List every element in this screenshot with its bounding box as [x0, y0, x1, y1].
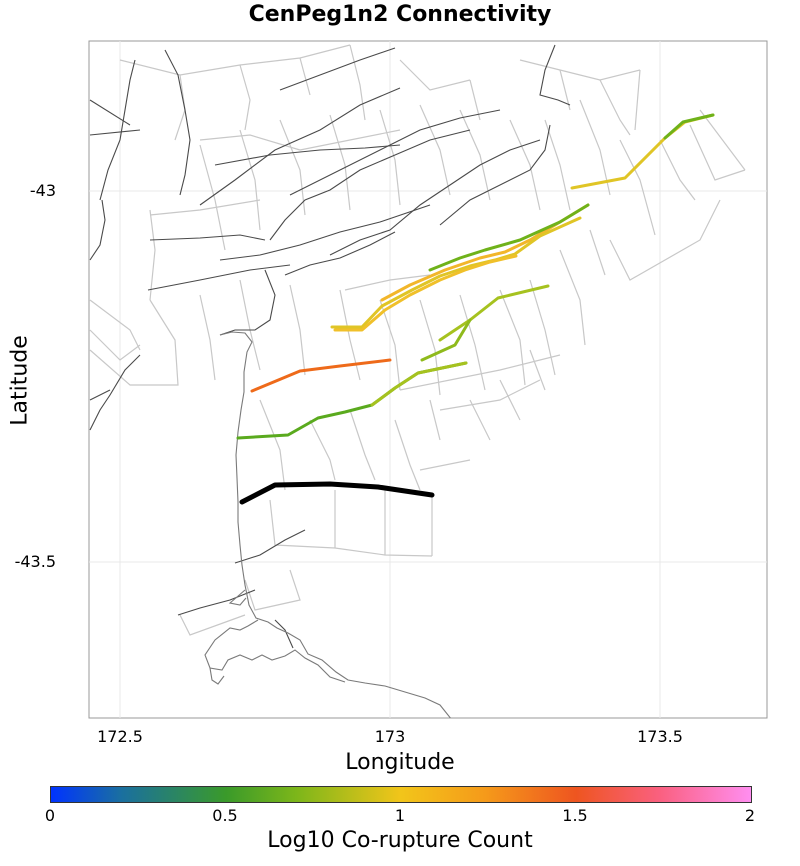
grid-lines	[89, 41, 767, 718]
colorbar-tick: 0.5	[212, 806, 238, 825]
colorbar-tick: 1	[394, 806, 406, 825]
y-axis-label: Latitude	[7, 335, 33, 426]
rupture-green-east	[663, 113, 715, 140]
y-tick-label: -43	[29, 181, 56, 200]
colorbar-label: Log10 Co-rupture Count	[267, 828, 533, 853]
coastline	[204, 331, 452, 718]
x-axis-label: Longitude	[345, 750, 455, 775]
source-fault	[239, 481, 435, 505]
rupture-yellow-upper	[330, 216, 582, 329]
rupture-yellow-mid	[438, 284, 550, 342]
colorbar-tick: 0	[44, 806, 56, 825]
plot-area	[88, 40, 768, 719]
rupture-orange-red	[250, 358, 392, 393]
rupture-lime-lower	[370, 361, 468, 407]
map-title: CenPeg1n2 Connectivity	[248, 2, 552, 27]
connected-ruptures	[236, 113, 715, 505]
colorbar	[50, 786, 752, 803]
rupture-green-mid	[420, 318, 472, 362]
x-tick-label: 173.5	[637, 727, 683, 746]
y-tick-label: -43.5	[14, 552, 56, 571]
colorbar-tick: 1.5	[562, 806, 588, 825]
x-tick-label: 172.5	[97, 727, 143, 746]
colorbar-tick: 2	[744, 806, 756, 825]
rupture-yellow-lower	[333, 254, 518, 332]
dark-faults	[89, 44, 571, 649]
x-tick-label: 173	[374, 727, 406, 746]
rupture-green-upper	[428, 203, 590, 272]
